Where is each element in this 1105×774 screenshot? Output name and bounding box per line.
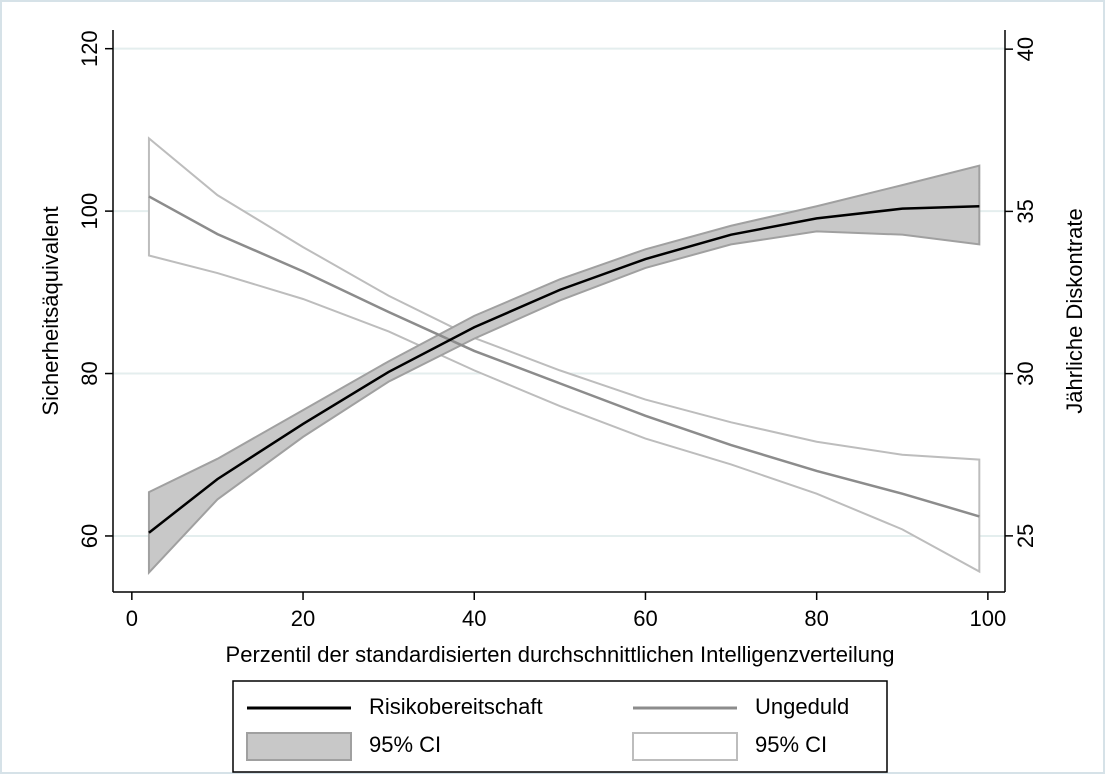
x-tick-label: 80 [804,606,828,631]
legend-label: 95% CI [369,732,441,757]
x-tick-label: 60 [633,606,657,631]
y2-tick-label: 30 [1013,361,1038,385]
x-tick-label: 20 [291,606,315,631]
x-tick-label: 100 [970,606,1007,631]
y2-axis-title: Jährliche Diskontrate [1062,208,1087,413]
confidence-band [147,164,981,576]
y2-tick-label: 40 [1013,37,1038,61]
x-tick-label: 0 [126,606,138,631]
x-tick-label: 40 [462,606,486,631]
legend-label: 95% CI [755,732,827,757]
y2-tick-label: 35 [1013,199,1038,223]
legend-label: Risikobereitschaft [369,694,543,719]
confidence-band [147,136,981,574]
legend-label: Ungeduld [755,694,849,719]
series-line [148,195,980,518]
y-axis-title: Sicherheitsäquivalent [38,206,63,415]
legend-swatch [246,732,352,761]
legend-swatch [632,732,738,761]
series-line [148,204,980,534]
y-tick-label: 120 [77,30,102,67]
y-tick-label: 80 [77,361,102,385]
y-tick-label: 100 [77,193,102,230]
x-axis-title: Perzentil der standardisierten durchschn… [226,642,895,667]
y-tick-label: 60 [77,524,102,548]
y2-tick-label: 25 [1013,524,1038,548]
